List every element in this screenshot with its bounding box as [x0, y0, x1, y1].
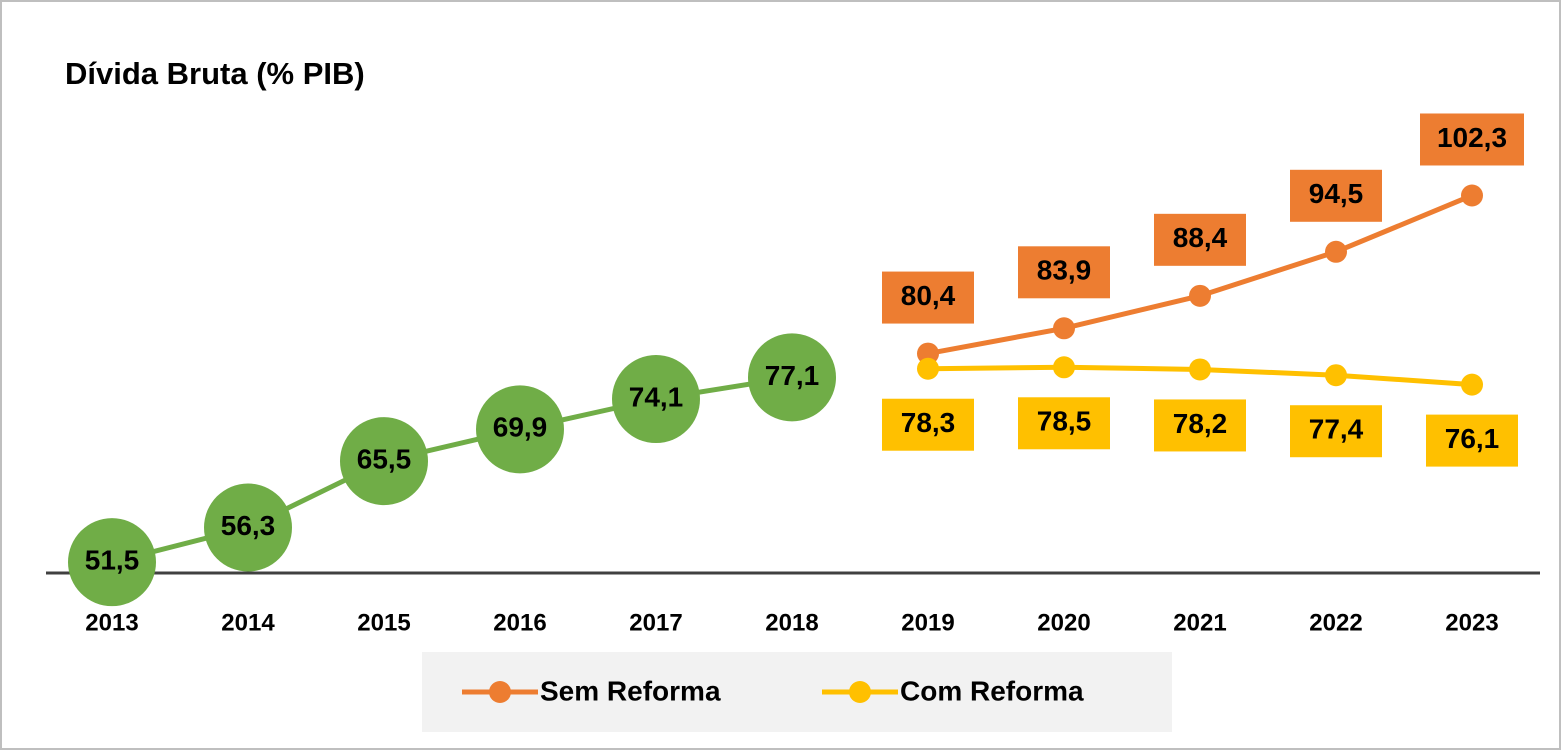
data-point — [1189, 284, 1211, 307]
data-point — [1189, 358, 1211, 381]
x-tick-label: 2021 — [1173, 609, 1226, 636]
data-label: 88,4 — [1173, 222, 1228, 253]
data-label: 76,1 — [1445, 423, 1500, 454]
legend-marker — [849, 681, 871, 703]
data-point — [917, 357, 939, 380]
x-tick-label: 2020 — [1037, 609, 1090, 636]
data-label: 78,5 — [1037, 406, 1092, 437]
data-label: 74,1 — [629, 381, 684, 412]
data-label: 77,1 — [765, 360, 820, 391]
data-point — [1053, 356, 1075, 379]
data-point — [1461, 184, 1483, 207]
data-label: 65,5 — [357, 444, 412, 475]
data-point — [1461, 373, 1483, 396]
x-tick-label: 2019 — [901, 609, 954, 636]
data-label-box — [1154, 399, 1246, 452]
data-label-box — [1154, 213, 1246, 266]
data-label: 94,5 — [1309, 178, 1364, 209]
data-label-box — [882, 398, 974, 451]
data-point — [612, 355, 700, 444]
data-label: 102,3 — [1437, 122, 1507, 153]
x-tick-label: 2018 — [765, 609, 818, 636]
x-tick-label: 2023 — [1445, 609, 1498, 636]
data-label: 78,3 — [901, 407, 956, 438]
data-label: 77,4 — [1309, 414, 1364, 445]
data-point — [340, 417, 428, 506]
x-tick-label: 2017 — [629, 609, 682, 636]
data-label-box — [1420, 113, 1524, 166]
data-label-box — [1290, 169, 1382, 222]
data-label: 78,2 — [1173, 408, 1228, 439]
legend-label: Com Reforma — [900, 675, 1084, 706]
data-label-box — [1018, 246, 1110, 299]
data-label-box — [882, 271, 974, 324]
legend-box — [422, 652, 1172, 732]
legend-marker — [489, 681, 511, 703]
data-label: 51,5 — [85, 545, 140, 576]
data-point — [1053, 317, 1075, 340]
chart-title: Dívida Bruta (% PIB) — [65, 56, 365, 91]
data-label: 80,4 — [901, 280, 956, 311]
data-label: 83,9 — [1037, 255, 1092, 286]
data-point — [1325, 240, 1347, 263]
data-point — [476, 385, 564, 474]
data-point — [68, 518, 156, 607]
legend-label: Sem Reforma — [540, 675, 721, 706]
x-tick-label: 2015 — [357, 609, 410, 636]
data-point — [748, 333, 836, 422]
data-label-box — [1426, 414, 1518, 467]
x-tick-label: 2013 — [85, 609, 138, 636]
data-point — [917, 342, 939, 365]
data-label-box — [1018, 397, 1110, 450]
x-tick-label: 2014 — [221, 609, 275, 636]
data-label: 69,9 — [493, 412, 548, 443]
x-tick-label: 2016 — [493, 609, 546, 636]
data-label: 56,3 — [221, 510, 276, 541]
data-label-box — [1290, 405, 1382, 458]
data-point — [204, 483, 292, 572]
x-tick-label: 2022 — [1309, 609, 1362, 636]
data-point — [1325, 364, 1347, 387]
